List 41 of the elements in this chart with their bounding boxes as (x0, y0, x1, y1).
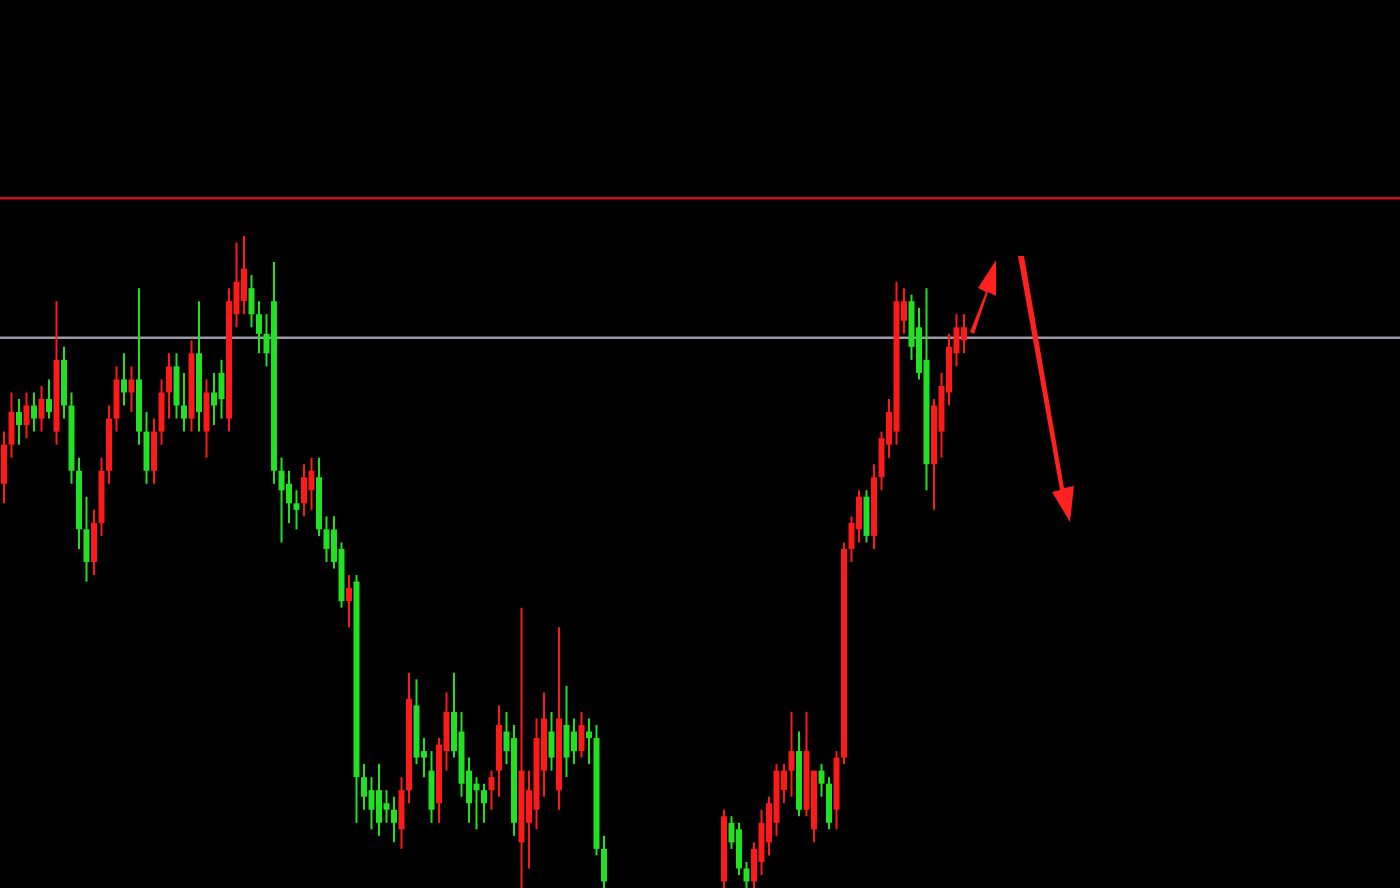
candlestick (571, 717, 577, 766)
candlestick (376, 763, 382, 837)
candlestick (143, 411, 150, 485)
candlestick (83, 495, 90, 583)
candlestick (31, 391, 37, 433)
candlestick (863, 489, 870, 544)
candlestick (736, 821, 742, 876)
candlestick (218, 358, 225, 420)
candlestick (8, 391, 15, 459)
candlestick (121, 352, 127, 407)
candlestick (128, 365, 135, 414)
candlestick (743, 860, 750, 888)
candlestick (323, 515, 330, 563)
candlestick (91, 508, 97, 577)
candlestick (428, 750, 435, 824)
candlestick (308, 456, 315, 511)
candlestick (548, 710, 555, 772)
candlestick (496, 704, 502, 798)
candlestick (563, 684, 570, 779)
candlestick (391, 795, 397, 844)
candlestick (473, 776, 480, 831)
candlestick (278, 456, 285, 544)
candlestick (578, 710, 585, 759)
candlestick (301, 463, 307, 518)
candlestick (1, 430, 7, 505)
candlestick (151, 417, 157, 485)
candlestick (46, 378, 52, 420)
candlestick (203, 378, 210, 459)
candlestick (211, 371, 217, 427)
candlestick (586, 717, 592, 766)
candlestick (113, 365, 120, 433)
candlestick (368, 776, 375, 831)
candlestick (38, 384, 45, 433)
candlestick (61, 345, 67, 420)
candlestick (481, 782, 487, 824)
candlestick (293, 489, 300, 531)
candlestick (961, 313, 967, 355)
candlestick (16, 398, 22, 446)
candlestick (346, 574, 352, 629)
candlestick (788, 710, 795, 798)
candlestick (23, 391, 30, 440)
